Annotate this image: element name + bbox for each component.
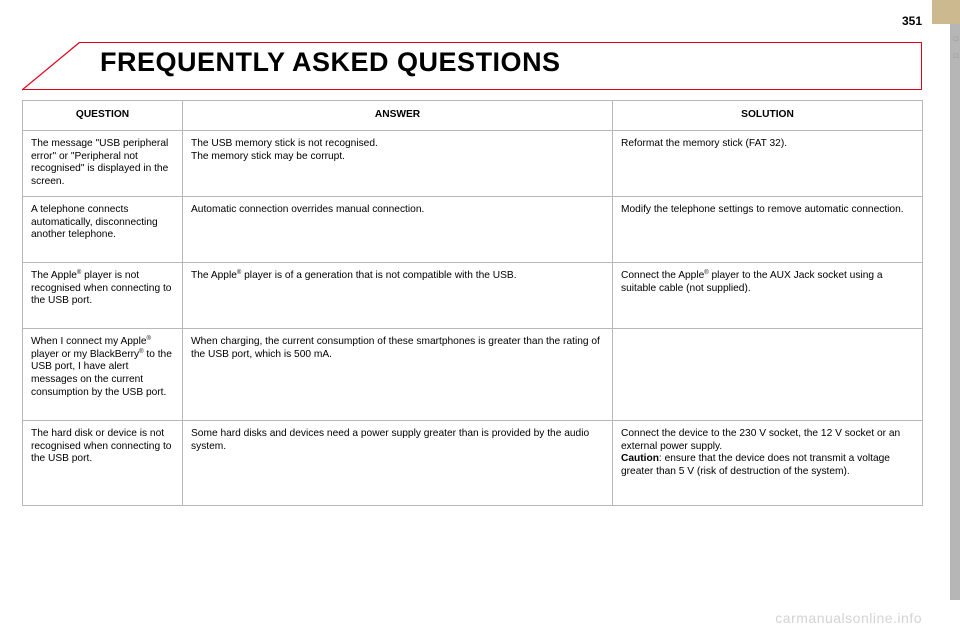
cell-answer: Automatic connection overrides manual co… [183,196,613,262]
cell-answer: Some hard disks and devices need a power… [183,420,613,505]
page-edge-markers: □□ [954,36,958,60]
col-header-question: QUESTION [23,101,183,131]
table-row: The message "USB peripheral error" or "P… [23,130,923,196]
cell-answer: The Apple® player is of a generation tha… [183,262,613,328]
page-corner-tan [932,0,960,24]
cell-answer: When charging, the current consumption o… [183,328,613,420]
page-edge-gray [950,24,960,600]
table-header-row: QUESTION ANSWER SOLUTION [23,101,923,131]
table-row: A telephone connects automatically, disc… [23,196,923,262]
cell-question: The Apple® player is not recognised when… [23,262,183,328]
table-row: The hard disk or device is not recognise… [23,420,923,505]
col-header-answer: ANSWER [183,101,613,131]
table-row: The Apple® player is not recognised when… [23,262,923,328]
watermark: carmanualsonline.info [775,610,922,626]
cell-question: The hard disk or device is not recognise… [23,420,183,505]
cell-question: The message "USB peripheral error" or "P… [23,130,183,196]
cell-question: When I connect my Apple® player or my Bl… [23,328,183,420]
page-title: FREQUENTLY ASKED QUESTIONS [100,47,910,78]
cell-solution [613,328,923,420]
table-row: When I connect my Apple® player or my Bl… [23,328,923,420]
col-header-solution: SOLUTION [613,101,923,131]
page-number: 351 [902,14,922,28]
cell-solution: Reformat the memory stick (FAT 32). [613,130,923,196]
faq-table: QUESTION ANSWER SOLUTION The message "US… [22,100,923,506]
cell-solution: Modify the telephone settings to remove … [613,196,923,262]
cell-answer: The USB memory stick is not recognised. … [183,130,613,196]
cell-question: A telephone connects automatically, disc… [23,196,183,262]
cell-solution: Connect the device to the 230 V socket, … [613,420,923,505]
cell-solution: Connect the Apple® player to the AUX Jac… [613,262,923,328]
